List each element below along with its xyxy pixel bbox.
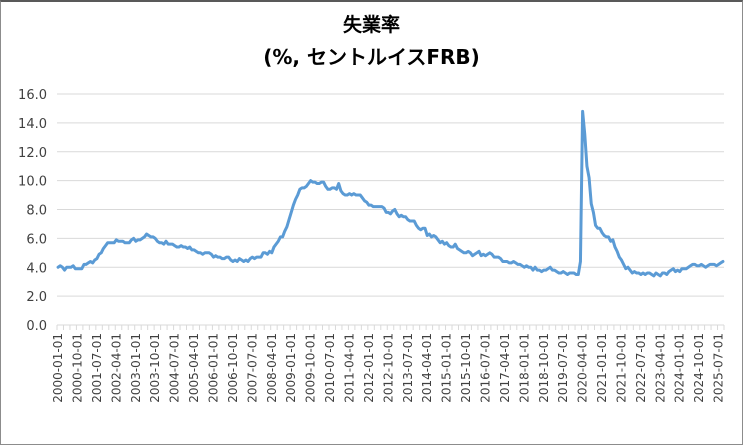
x-tick-label: 2009-10-01 [304, 333, 318, 403]
y-tick-label: 8.0 [26, 204, 47, 219]
x-tick-label: 2025-07-01 [712, 333, 726, 403]
x-tick-label: 2022-07-01 [634, 333, 648, 403]
x-axis: 2000-01-01 2000-10-01 2001-07-01 2002-04-01… [51, 324, 726, 403]
y-tick-label: 12.0 [18, 146, 47, 161]
y-tick-label: 0.0 [26, 319, 47, 334]
x-tick-label: 2015-10-01 [459, 333, 473, 403]
unemployment-rate-line [56, 109, 725, 278]
x-tick-label: 2012-10-01 [381, 333, 395, 403]
x-tick-label: 2006-01-01 [206, 333, 220, 403]
x-tick-label: 2013-07-01 [401, 333, 415, 403]
y-tick-label: 10.0 [18, 175, 47, 190]
x-tick-label: 2024-10-01 [692, 333, 706, 403]
x-tick-label: 2008-04-01 [265, 333, 279, 403]
y-tick-label: 14.0 [18, 117, 47, 132]
chart-subtitle: (%, セントルイスFRB) [263, 45, 480, 69]
x-tick-label: 2024-01-01 [673, 333, 687, 403]
x-tick-label: 2000-01-01 [51, 333, 65, 403]
x-tick-label: 2006-10-01 [226, 333, 240, 403]
x-tick-label: 2011-04-01 [342, 333, 356, 403]
y-tick-label: 6.0 [26, 232, 47, 247]
x-tick-label: 2001-07-01 [90, 333, 104, 403]
x-tick-label: 2020-04-01 [576, 333, 590, 403]
x-tick-label: 2023-04-01 [653, 333, 667, 403]
x-tick-label: 2018-10-01 [537, 333, 551, 403]
y-tick-label: 16.0 [18, 88, 47, 103]
x-tick-label: 2016-07-01 [478, 333, 492, 403]
gridlines [57, 93, 724, 297]
x-tick-label: 2000-10-01 [71, 333, 85, 403]
y-axis: 0.0 2.0 4.0 6.0 8.0 10.0 12.0 14.0 16.0 [18, 88, 47, 334]
x-tick-label: 2003-01-01 [129, 333, 143, 403]
x-tick-label: 2004-07-01 [168, 333, 182, 403]
x-tick-label: 2017-04-01 [498, 333, 512, 403]
x-tick-label: 2003-10-01 [148, 333, 162, 403]
x-tick-label: 2019-07-01 [556, 333, 570, 403]
x-tick-label: 2014-04-01 [420, 333, 434, 403]
x-tick-label: 2007-07-01 [245, 333, 259, 403]
x-tick-label: 2012-01-01 [362, 333, 376, 403]
x-tick-label: 2015-01-01 [440, 333, 454, 403]
x-tick-label: 2005-04-01 [187, 333, 201, 403]
x-tick-label: 2002-04-01 [109, 333, 123, 403]
x-tick-label: 2018-01-01 [517, 333, 531, 403]
x-tick-label: 2021-01-01 [595, 333, 609, 403]
x-tick-label: 2021-10-01 [614, 333, 628, 403]
y-tick-label: 4.0 [26, 261, 47, 276]
y-tick-label: 2.0 [26, 290, 47, 305]
x-tick-label: 2009-01-01 [284, 333, 298, 403]
chart-title: 失業率 [342, 14, 400, 36]
x-tick-label: 2010-07-01 [323, 333, 337, 403]
